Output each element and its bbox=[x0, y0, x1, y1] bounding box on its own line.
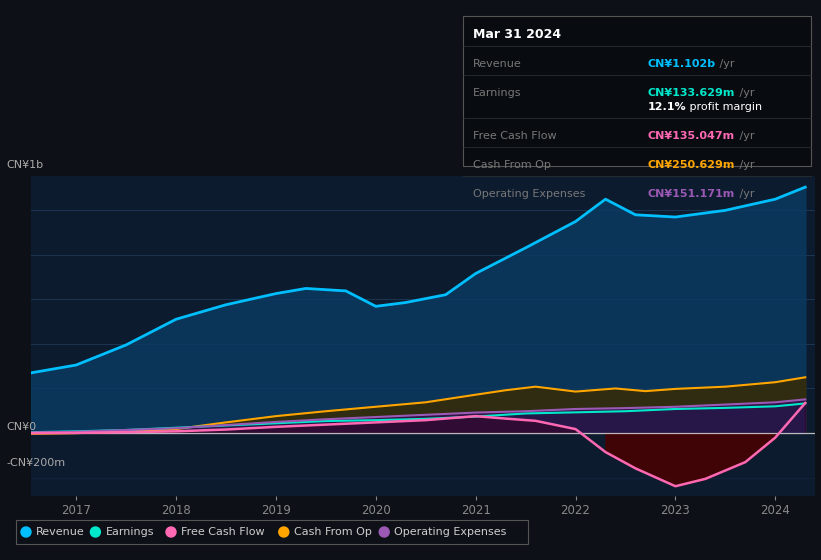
Text: CN¥135.047m: CN¥135.047m bbox=[648, 131, 735, 141]
Text: /yr: /yr bbox=[736, 131, 754, 141]
Text: Revenue: Revenue bbox=[36, 527, 85, 537]
Text: 12.1%: 12.1% bbox=[648, 102, 686, 112]
Text: Free Cash Flow: Free Cash Flow bbox=[181, 527, 264, 537]
Text: CN¥1b: CN¥1b bbox=[6, 160, 44, 170]
Circle shape bbox=[90, 527, 100, 537]
Text: Cash From Op: Cash From Op bbox=[294, 527, 372, 537]
Text: Earnings: Earnings bbox=[473, 88, 521, 98]
Text: profit margin: profit margin bbox=[686, 102, 762, 112]
Text: /yr: /yr bbox=[716, 59, 735, 69]
Circle shape bbox=[279, 527, 289, 537]
Text: Mar 31 2024: Mar 31 2024 bbox=[473, 28, 561, 41]
Text: CN¥0: CN¥0 bbox=[6, 422, 36, 432]
Circle shape bbox=[166, 527, 176, 537]
FancyBboxPatch shape bbox=[463, 16, 811, 166]
Text: -CN¥200m: -CN¥200m bbox=[6, 458, 65, 468]
Text: CN¥151.171m: CN¥151.171m bbox=[648, 189, 736, 199]
Text: CN¥250.629m: CN¥250.629m bbox=[648, 160, 736, 170]
Circle shape bbox=[379, 527, 389, 537]
Text: /yr: /yr bbox=[736, 160, 754, 170]
Text: CN¥1.102b: CN¥1.102b bbox=[648, 59, 716, 69]
Text: Earnings: Earnings bbox=[105, 527, 154, 537]
Text: CN¥133.629m: CN¥133.629m bbox=[648, 88, 736, 98]
Text: Revenue: Revenue bbox=[473, 59, 522, 69]
Text: Operating Expenses: Operating Expenses bbox=[473, 189, 585, 199]
Text: Cash From Op: Cash From Op bbox=[473, 160, 551, 170]
Text: /yr: /yr bbox=[736, 189, 754, 199]
Text: Free Cash Flow: Free Cash Flow bbox=[473, 131, 557, 141]
Circle shape bbox=[21, 527, 31, 537]
Text: /yr: /yr bbox=[736, 88, 754, 98]
Text: Operating Expenses: Operating Expenses bbox=[394, 527, 507, 537]
